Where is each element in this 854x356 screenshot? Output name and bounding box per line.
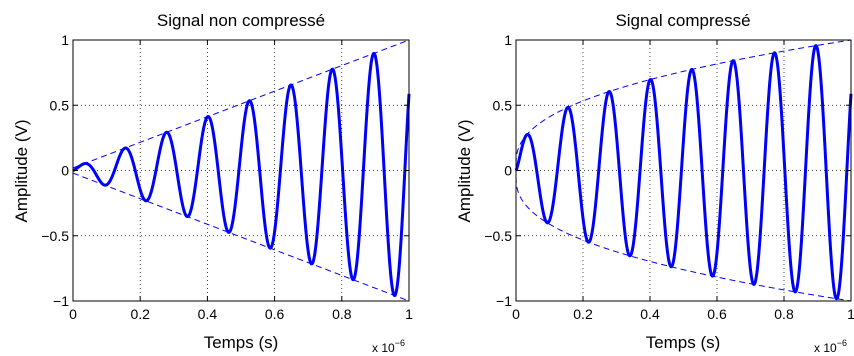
y-tick-label: 1	[61, 32, 69, 48]
x-axis-label: Temps (s)	[204, 333, 279, 352]
x-tick-label: 0.2	[573, 306, 593, 322]
chart-compressed: Signal compressé Temps (s) Amplitude (V)…	[455, 11, 854, 355]
x-axis-label: Temps (s)	[646, 333, 721, 352]
lower-envelope-line	[515, 177, 852, 302]
y-tick-label: −1	[496, 293, 512, 309]
x-tick-label: 0.8	[332, 306, 352, 322]
y-tick-label: 0.5	[493, 97, 513, 113]
x-tick-label: 0	[512, 306, 520, 322]
chart-title: Signal compressé	[615, 11, 750, 30]
y-tick-label: 0.5	[50, 97, 70, 113]
y-tick-label: 1	[504, 32, 512, 48]
x-tick-label: 0.8	[774, 306, 794, 322]
y-tick-label: −0.5	[41, 228, 69, 244]
x-tick-label: 0.6	[265, 306, 285, 322]
x-tick-label: 0.2	[130, 306, 150, 322]
x-tick-label: 0	[69, 306, 77, 322]
y-tick-label: −0.5	[484, 228, 512, 244]
x-scale-note: x 10−6	[372, 338, 405, 355]
x-tick-label: 0.4	[640, 306, 660, 322]
x-scale-note: x 10−6	[814, 338, 847, 355]
upper-envelope-line	[515, 39, 852, 164]
x-tick-label: 1	[405, 306, 413, 322]
x-tick-label: 0.4	[198, 306, 218, 322]
chart-uncompressed: Signal non compressé Temps (s) Amplitude…	[12, 11, 413, 355]
chart-title: Signal non compressé	[157, 11, 325, 30]
y-tick-label: 0	[504, 163, 512, 179]
signal-series-line	[72, 51, 411, 298]
y-tick-label: 0	[61, 163, 69, 179]
y-tick-label: −1	[53, 293, 69, 309]
y-axis-label: Amplitude (V)	[12, 120, 31, 223]
x-tick-label: 1	[847, 306, 854, 322]
y-axis-label: Amplitude (V)	[455, 120, 474, 223]
signal-series-line	[514, 44, 853, 301]
x-tick-label: 0.6	[707, 306, 727, 322]
